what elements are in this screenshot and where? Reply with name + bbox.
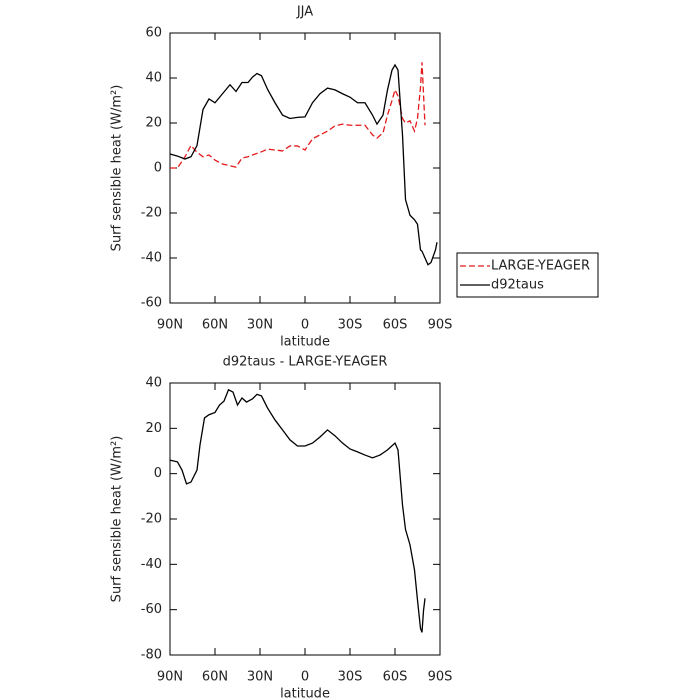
y-tick-label: -80 <box>141 648 162 663</box>
x-tick-label: 0 <box>301 318 309 333</box>
y-tick-label: -60 <box>141 296 162 311</box>
chart-title: d92taus - LARGE-YEAGER <box>223 355 388 370</box>
y-axis-label: Surf sensible heat (W/m²) <box>110 85 125 252</box>
x-tick-label: 60S <box>383 670 408 685</box>
y-tick-label: -20 <box>141 512 162 527</box>
x-tick-label: 30N <box>247 318 273 333</box>
data-line <box>170 62 426 169</box>
x-axis-label: latitude <box>280 687 330 700</box>
x-tick-label: 90S <box>428 318 453 333</box>
y-tick-label: 20 <box>145 116 162 131</box>
y-tick-label: 0 <box>154 466 162 481</box>
y-tick-label: 40 <box>145 376 162 391</box>
y-tick-label: -20 <box>141 206 162 221</box>
y-tick-label: 0 <box>154 161 162 176</box>
x-tick-label: 60S <box>383 318 408 333</box>
legend-label: LARGE-YEAGER <box>491 259 590 274</box>
x-axis-label: latitude <box>280 335 330 350</box>
chart-title: JJA <box>296 5 313 20</box>
legend-label: d92taus <box>491 278 544 293</box>
x-tick-label: 90S <box>428 670 453 685</box>
x-tick-label: 60N <box>202 318 228 333</box>
x-tick-label: 30S <box>338 670 363 685</box>
y-tick-label: -40 <box>141 251 162 266</box>
x-tick-label: 30S <box>338 318 363 333</box>
x-tick-label: 30N <box>247 670 273 685</box>
y-tick-label: -60 <box>141 602 162 617</box>
y-tick-label: 20 <box>145 421 162 436</box>
plot-frame <box>169 32 441 304</box>
x-tick-label: 90N <box>157 318 183 333</box>
legend: LARGE-YEAGER d92taus <box>456 252 599 298</box>
y-tick-label: 60 <box>145 26 162 41</box>
x-tick-label: 90N <box>157 670 183 685</box>
y-axis-label: Surf sensible heat (W/m²) <box>110 436 125 603</box>
y-tick-label: 40 <box>145 71 162 86</box>
x-tick-label: 0 <box>301 670 309 685</box>
data-line <box>169 63 438 266</box>
data-line <box>169 388 426 633</box>
legend-box <box>456 252 599 298</box>
x-tick-label: 60N <box>202 670 228 685</box>
plot-frame <box>169 382 441 656</box>
y-tick-label: -40 <box>141 557 162 572</box>
